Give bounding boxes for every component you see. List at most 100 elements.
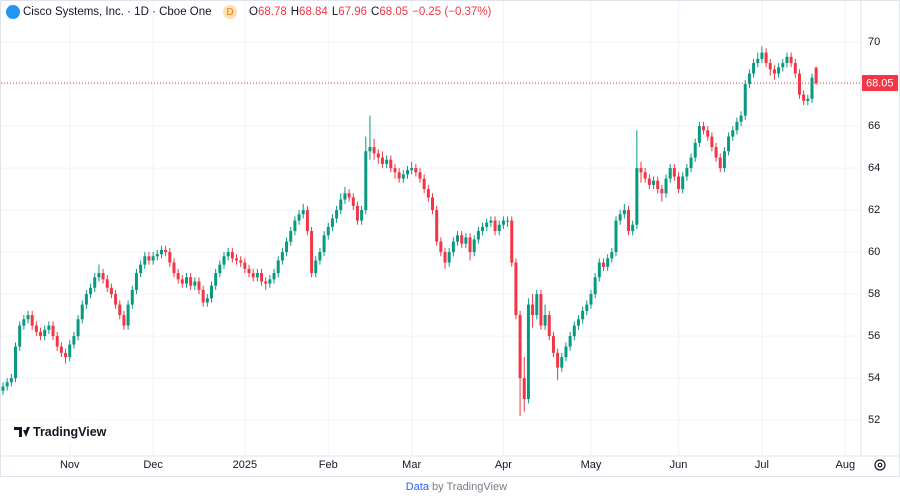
candle-body [293, 220, 297, 232]
candle-body [718, 157, 722, 169]
candle-body [22, 319, 26, 326]
candle-body [264, 281, 268, 284]
candle-body [489, 220, 493, 223]
candle-body [760, 52, 764, 59]
candle-body [164, 249, 168, 253]
candle-body [389, 159, 393, 169]
candle-body [685, 168, 689, 177]
candle-body [493, 220, 497, 232]
candle-body [39, 331, 43, 337]
ohlc-prefix: H [291, 6, 299, 18]
candle-body [414, 168, 418, 173]
candle-body [210, 285, 213, 299]
candle-body [330, 218, 334, 227]
candle-body [393, 168, 397, 173]
candle-body [205, 298, 209, 303]
candle-body [606, 258, 610, 267]
candle-body [214, 273, 218, 286]
badge: D [226, 7, 233, 18]
candle-body [201, 289, 205, 303]
candle-body [84, 294, 88, 305]
candle-body [355, 205, 359, 221]
x-tick-label: Apr [495, 459, 512, 471]
candle-body [305, 210, 309, 232]
candle-body [197, 281, 201, 290]
candle-body [335, 210, 339, 219]
x-tick-label: Jul [755, 459, 769, 471]
logo-mark [14, 427, 30, 437]
candle-body [426, 189, 430, 198]
candle-body [639, 168, 643, 173]
candle-body [693, 142, 697, 158]
candle-body [72, 336, 76, 345]
candle-body [814, 67, 818, 84]
candle-body [510, 220, 514, 263]
candle-body [347, 193, 351, 198]
candle-body [781, 63, 785, 68]
candle-body [422, 178, 426, 190]
x-tick-label: Aug [836, 459, 856, 471]
footer-text: by TradingView [432, 481, 507, 493]
candle-body [134, 273, 138, 290]
candle-body [318, 252, 322, 261]
candle-body [243, 262, 247, 269]
candle-body [747, 73, 751, 85]
candle-body [385, 159, 389, 164]
candle-body [168, 252, 172, 263]
candle-body [451, 241, 455, 253]
candle-body [472, 239, 476, 253]
gear-outer[interactable] [874, 459, 886, 471]
candle-body [14, 346, 18, 379]
candle-body [481, 226, 485, 232]
candle-body [401, 174, 405, 179]
x-tick-label: Feb [319, 459, 338, 471]
candle-body [443, 252, 447, 263]
candle-body [535, 294, 539, 316]
candle-body [593, 277, 597, 295]
x-tick-label: Nov [60, 459, 80, 471]
y-tick-label: 52 [868, 414, 880, 426]
symbol-logo [6, 5, 20, 19]
chart-frame [0, 0, 900, 477]
y-tick-label: 60 [868, 246, 880, 258]
candle-body [722, 151, 726, 169]
candle-body [777, 67, 781, 74]
candle-body [101, 273, 105, 280]
candle-body [635, 168, 639, 225]
candle-body [689, 157, 693, 169]
gear-inner[interactable] [877, 462, 883, 468]
ohlc-value: 68.78 [258, 6, 287, 18]
ohlc-value: 68.05 [379, 6, 408, 18]
candle-body [497, 224, 501, 232]
candle-body [618, 214, 622, 221]
ohlc-value: 67.96 [338, 6, 367, 18]
candle-body [47, 325, 51, 330]
candle-body [326, 226, 330, 236]
candle-body [631, 224, 635, 232]
candle-body [114, 294, 118, 305]
candle-body [614, 220, 618, 253]
candle-body [364, 151, 368, 211]
x-tick-label: Dec [143, 459, 163, 471]
candle-body [772, 69, 776, 74]
last-price-label: 68.05 [866, 77, 894, 89]
candle-body [43, 329, 47, 337]
candle-body [372, 147, 376, 154]
candle-body [176, 273, 180, 280]
settings-icon[interactable] [874, 459, 886, 471]
x-tick-label: 2025 [233, 459, 257, 471]
candle-body [218, 264, 222, 274]
badge-bg [223, 5, 237, 19]
ohlc-readout: O68.78 H68.84 L67.96 C68.05 −0.25 (−0.37%) [249, 6, 492, 18]
logo-bg [6, 420, 102, 444]
candle-body [118, 304, 122, 316]
candle-body [539, 294, 543, 326]
footer-link[interactable]: Data [406, 481, 430, 493]
candle-body [664, 178, 668, 194]
candle-body [522, 378, 526, 400]
candle-body [439, 241, 443, 253]
candle-body [743, 84, 747, 116]
candle-body [322, 235, 326, 253]
candle-body [518, 315, 522, 379]
